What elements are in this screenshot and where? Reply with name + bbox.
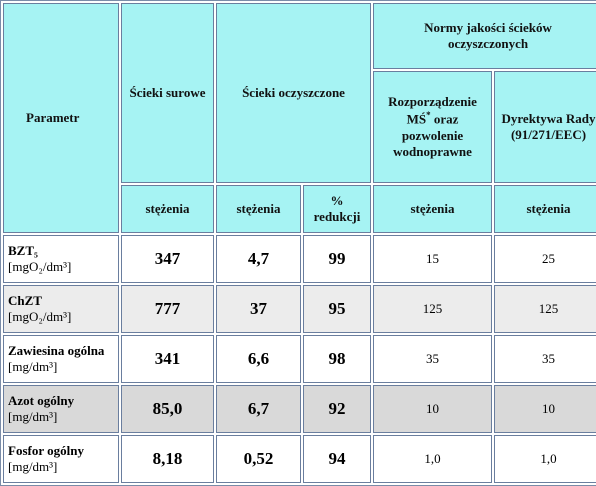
value-cell: 25 — [494, 235, 596, 283]
header-text: oraz pozwolenie wodnoprawne — [393, 111, 472, 159]
value-cell: 37 — [216, 285, 301, 333]
subheader-cell: stężenia — [121, 185, 214, 233]
value-cell: 10 — [373, 385, 493, 433]
table-row: Azot ogólny [mg/dm³] 85,0 6,7 92 10 10 — [3, 385, 596, 433]
value-cell: 35 — [373, 335, 493, 383]
parameter-unit: [mg/dm³] — [8, 409, 58, 424]
header-text: Rozporządzenie MŚ — [388, 94, 477, 127]
value-cell: 341 — [121, 335, 214, 383]
value-cell: 94 — [303, 435, 372, 483]
parameter-unit: [mgO₂/dm³] — [8, 259, 72, 274]
parameter-cell: Azot ogólny [mg/dm³] — [3, 385, 119, 433]
value-cell: 4,7 — [216, 235, 301, 283]
value-cell: 1,0 — [373, 435, 493, 483]
value-cell: 6,6 — [216, 335, 301, 383]
header-cell: Dyrektywa Rady (91/271/EEC) — [494, 71, 596, 183]
header-cell: Parametr — [3, 3, 119, 233]
header-cell: Ścieki surowe — [121, 3, 214, 183]
subheader-cell: stężenia — [494, 185, 596, 233]
header-cell: Rozporządzenie MŚ* oraz pozwolenie wodno… — [373, 71, 493, 183]
parameter-unit: [mg/dm³] — [8, 459, 58, 474]
subheader-cell: stężenia — [216, 185, 301, 233]
value-cell: 10 — [494, 385, 596, 433]
value-cell: 125 — [373, 285, 493, 333]
footnote-mark: * — [426, 110, 431, 121]
value-cell: 99 — [303, 235, 372, 283]
table-row: BZT₅ [mgO₂/dm³] 347 4,7 99 15 25 — [3, 235, 596, 283]
parameter-cell: ChZT [mgO₂/dm³] — [3, 285, 119, 333]
parameter-unit: [mgO₂/dm³] — [8, 309, 72, 324]
table-row: Zawiesina ogólna [mg/dm³] 341 6,6 98 35 35 — [3, 335, 596, 383]
parameter-name: ChZT — [8, 293, 42, 308]
value-cell: 0,52 — [216, 435, 301, 483]
parameter-cell: BZT₅ [mgO₂/dm³] — [3, 235, 119, 283]
parameter-name: Zawiesina ogólna — [8, 343, 105, 358]
table-row: Fosfor ogólny [mg/dm³] 8,18 0,52 94 1,0 1,0 — [3, 435, 596, 483]
value-cell: 98 — [303, 335, 372, 383]
value-cell: 15 — [373, 235, 493, 283]
table-row: ChZT [mgO₂/dm³] 777 37 95 125 125 — [3, 285, 596, 333]
parameter-cell: Fosfor ogólny [mg/dm³] — [3, 435, 119, 483]
value-cell: 6,7 — [216, 385, 301, 433]
parameter-name: Fosfor ogólny — [8, 443, 84, 458]
parameter-name: Azot ogólny — [8, 393, 75, 408]
header-cell: Ścieki oczyszczone — [216, 3, 372, 183]
parameter-unit: [mg/dm³] — [8, 359, 58, 374]
value-cell: 1,0 — [494, 435, 596, 483]
subheader-cell: stężenia — [373, 185, 493, 233]
value-cell: 85,0 — [121, 385, 214, 433]
value-cell: 92 — [303, 385, 372, 433]
value-cell: 347 — [121, 235, 214, 283]
header-cell: Normy jakości ścieków oczyszczonych — [373, 3, 596, 69]
parameter-cell: Zawiesina ogólna [mg/dm³] — [3, 335, 119, 383]
value-cell: 125 — [494, 285, 596, 333]
value-cell: 35 — [494, 335, 596, 383]
subheader-cell: % redukcji — [303, 185, 372, 233]
parameter-name: BZT₅ — [8, 243, 38, 258]
value-cell: 8,18 — [121, 435, 214, 483]
value-cell: 95 — [303, 285, 372, 333]
value-cell: 777 — [121, 285, 214, 333]
